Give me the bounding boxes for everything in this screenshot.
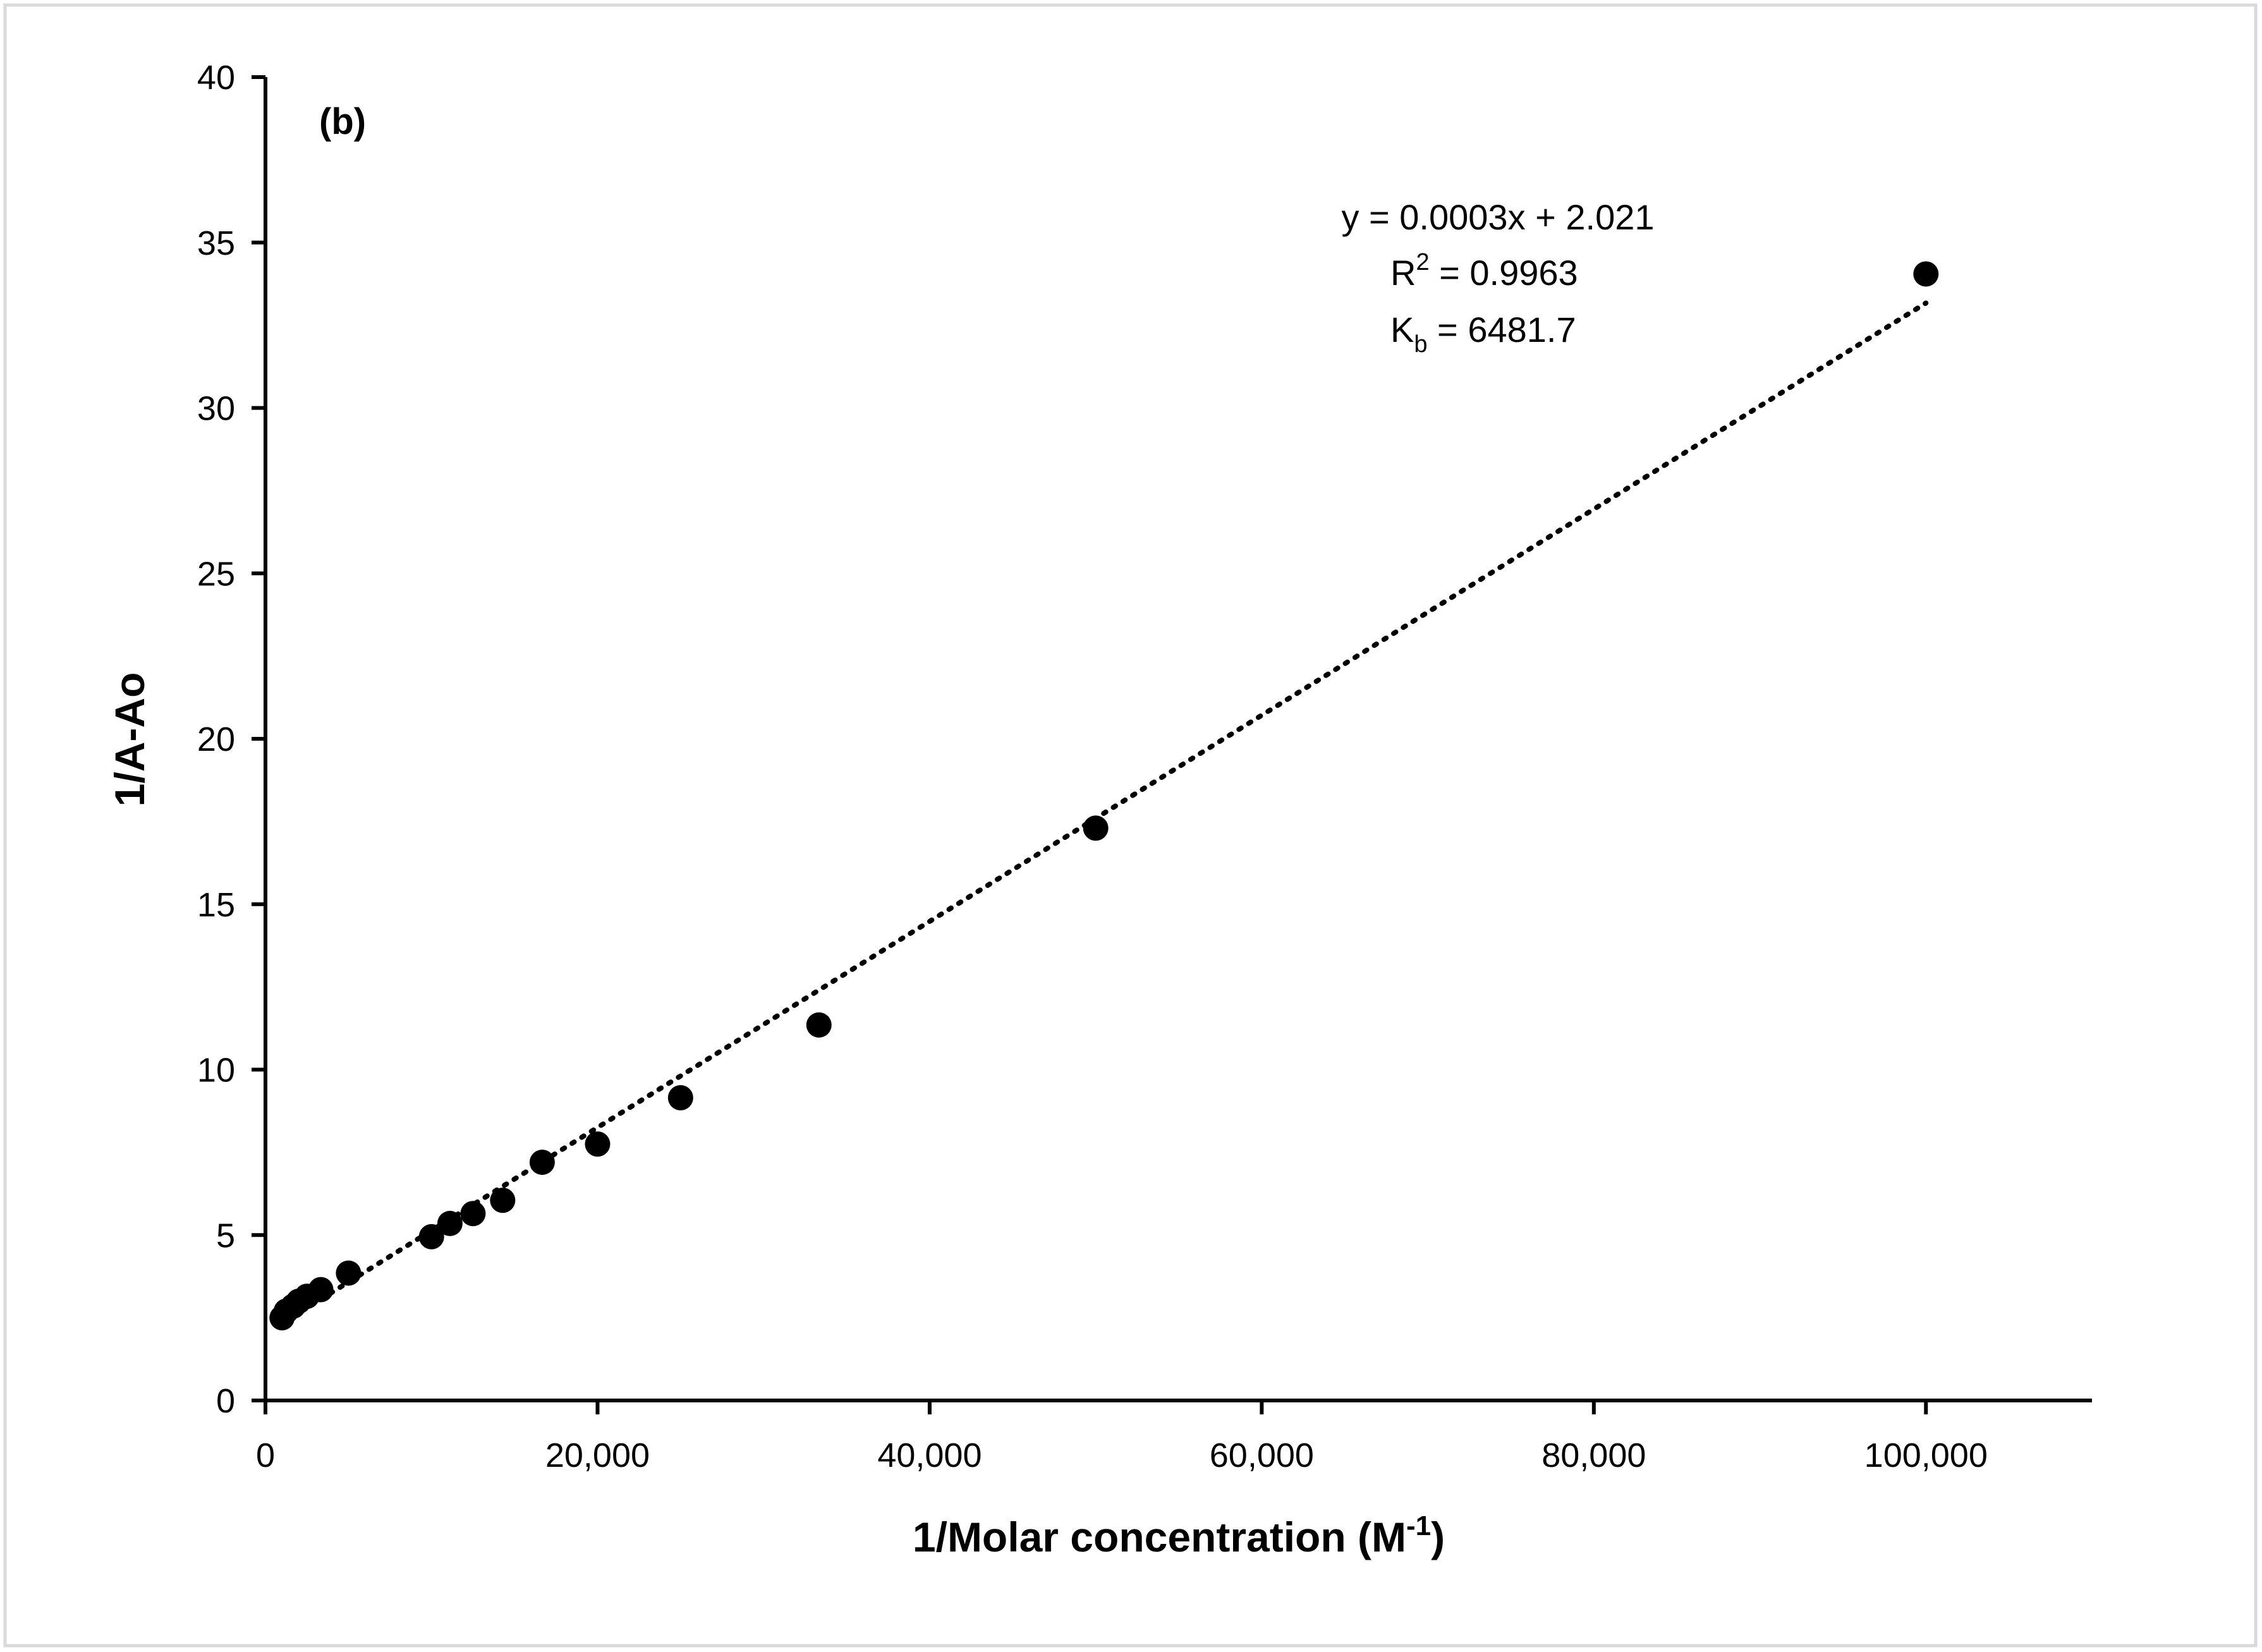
- data-point: [490, 1187, 516, 1213]
- data-point: [418, 1224, 444, 1249]
- data-points: [269, 261, 1939, 1331]
- data-point: [667, 1084, 693, 1110]
- data-point: [1913, 261, 1939, 287]
- data-point: [308, 1277, 334, 1303]
- data-point: [437, 1210, 463, 1236]
- data-point: [336, 1260, 362, 1286]
- kb-subscript: b: [1414, 331, 1427, 358]
- r-squared-annotation: R2 = 0.9963: [1390, 249, 1578, 293]
- x-axis-title-main: 1/Molar concentration (M: [913, 1514, 1406, 1560]
- data-point: [585, 1131, 611, 1157]
- equation-annotation: y = 0.0003x + 2.021: [1341, 197, 1654, 237]
- y-tick-label: 35: [197, 224, 235, 262]
- x-tick-label: 100,000: [1864, 1436, 1988, 1474]
- r2-prefix: R: [1390, 253, 1416, 293]
- x-tick-label: 80,000: [1541, 1436, 1646, 1474]
- panel-label: (b): [319, 101, 366, 142]
- chart-frame: [3, 3, 2258, 1648]
- kb-prefix: K: [1390, 310, 1414, 349]
- y-tick-label: 25: [197, 555, 235, 593]
- y-axis-title: 1/A-Ao: [106, 672, 153, 807]
- r2-superscript: 2: [1416, 249, 1429, 276]
- x-tick-label: 40,000: [877, 1436, 982, 1474]
- kb-annotation: Kb = 6481.7: [1390, 310, 1576, 358]
- y-tick-label: 10: [197, 1052, 235, 1090]
- data-point: [460, 1201, 486, 1227]
- data-point: [806, 1012, 832, 1038]
- x-tick-label: 60,000: [1210, 1436, 1314, 1474]
- y-tick-label: 40: [197, 59, 235, 97]
- x-axis-title-end: ): [1431, 1514, 1445, 1560]
- data-point: [1083, 815, 1109, 841]
- y-tick-label: 15: [197, 886, 235, 924]
- y-tick-label: 30: [197, 390, 235, 428]
- y-tick-label: 5: [216, 1217, 235, 1254]
- r2-value: = 0.9963: [1430, 253, 1578, 293]
- x-axis-title-superscript: -1: [1406, 1510, 1431, 1541]
- trendline: [279, 300, 1929, 1326]
- y-tick-label: 20: [197, 720, 235, 758]
- x-tick-label: 0: [256, 1436, 275, 1474]
- x-axis-title: 1/Molar concentration (M-1): [913, 1510, 1445, 1560]
- y-ticks: 0 5 10 15 20 25 30 35 40: [197, 59, 265, 1420]
- data-point: [529, 1150, 555, 1175]
- y-tick-label: 0: [216, 1382, 235, 1420]
- x-tick-label: 20,000: [545, 1436, 650, 1474]
- kb-value: = 6481.7: [1428, 310, 1576, 349]
- x-ticks: 0 20,000 40,000 60,000 80,000 100,000: [256, 1400, 1988, 1474]
